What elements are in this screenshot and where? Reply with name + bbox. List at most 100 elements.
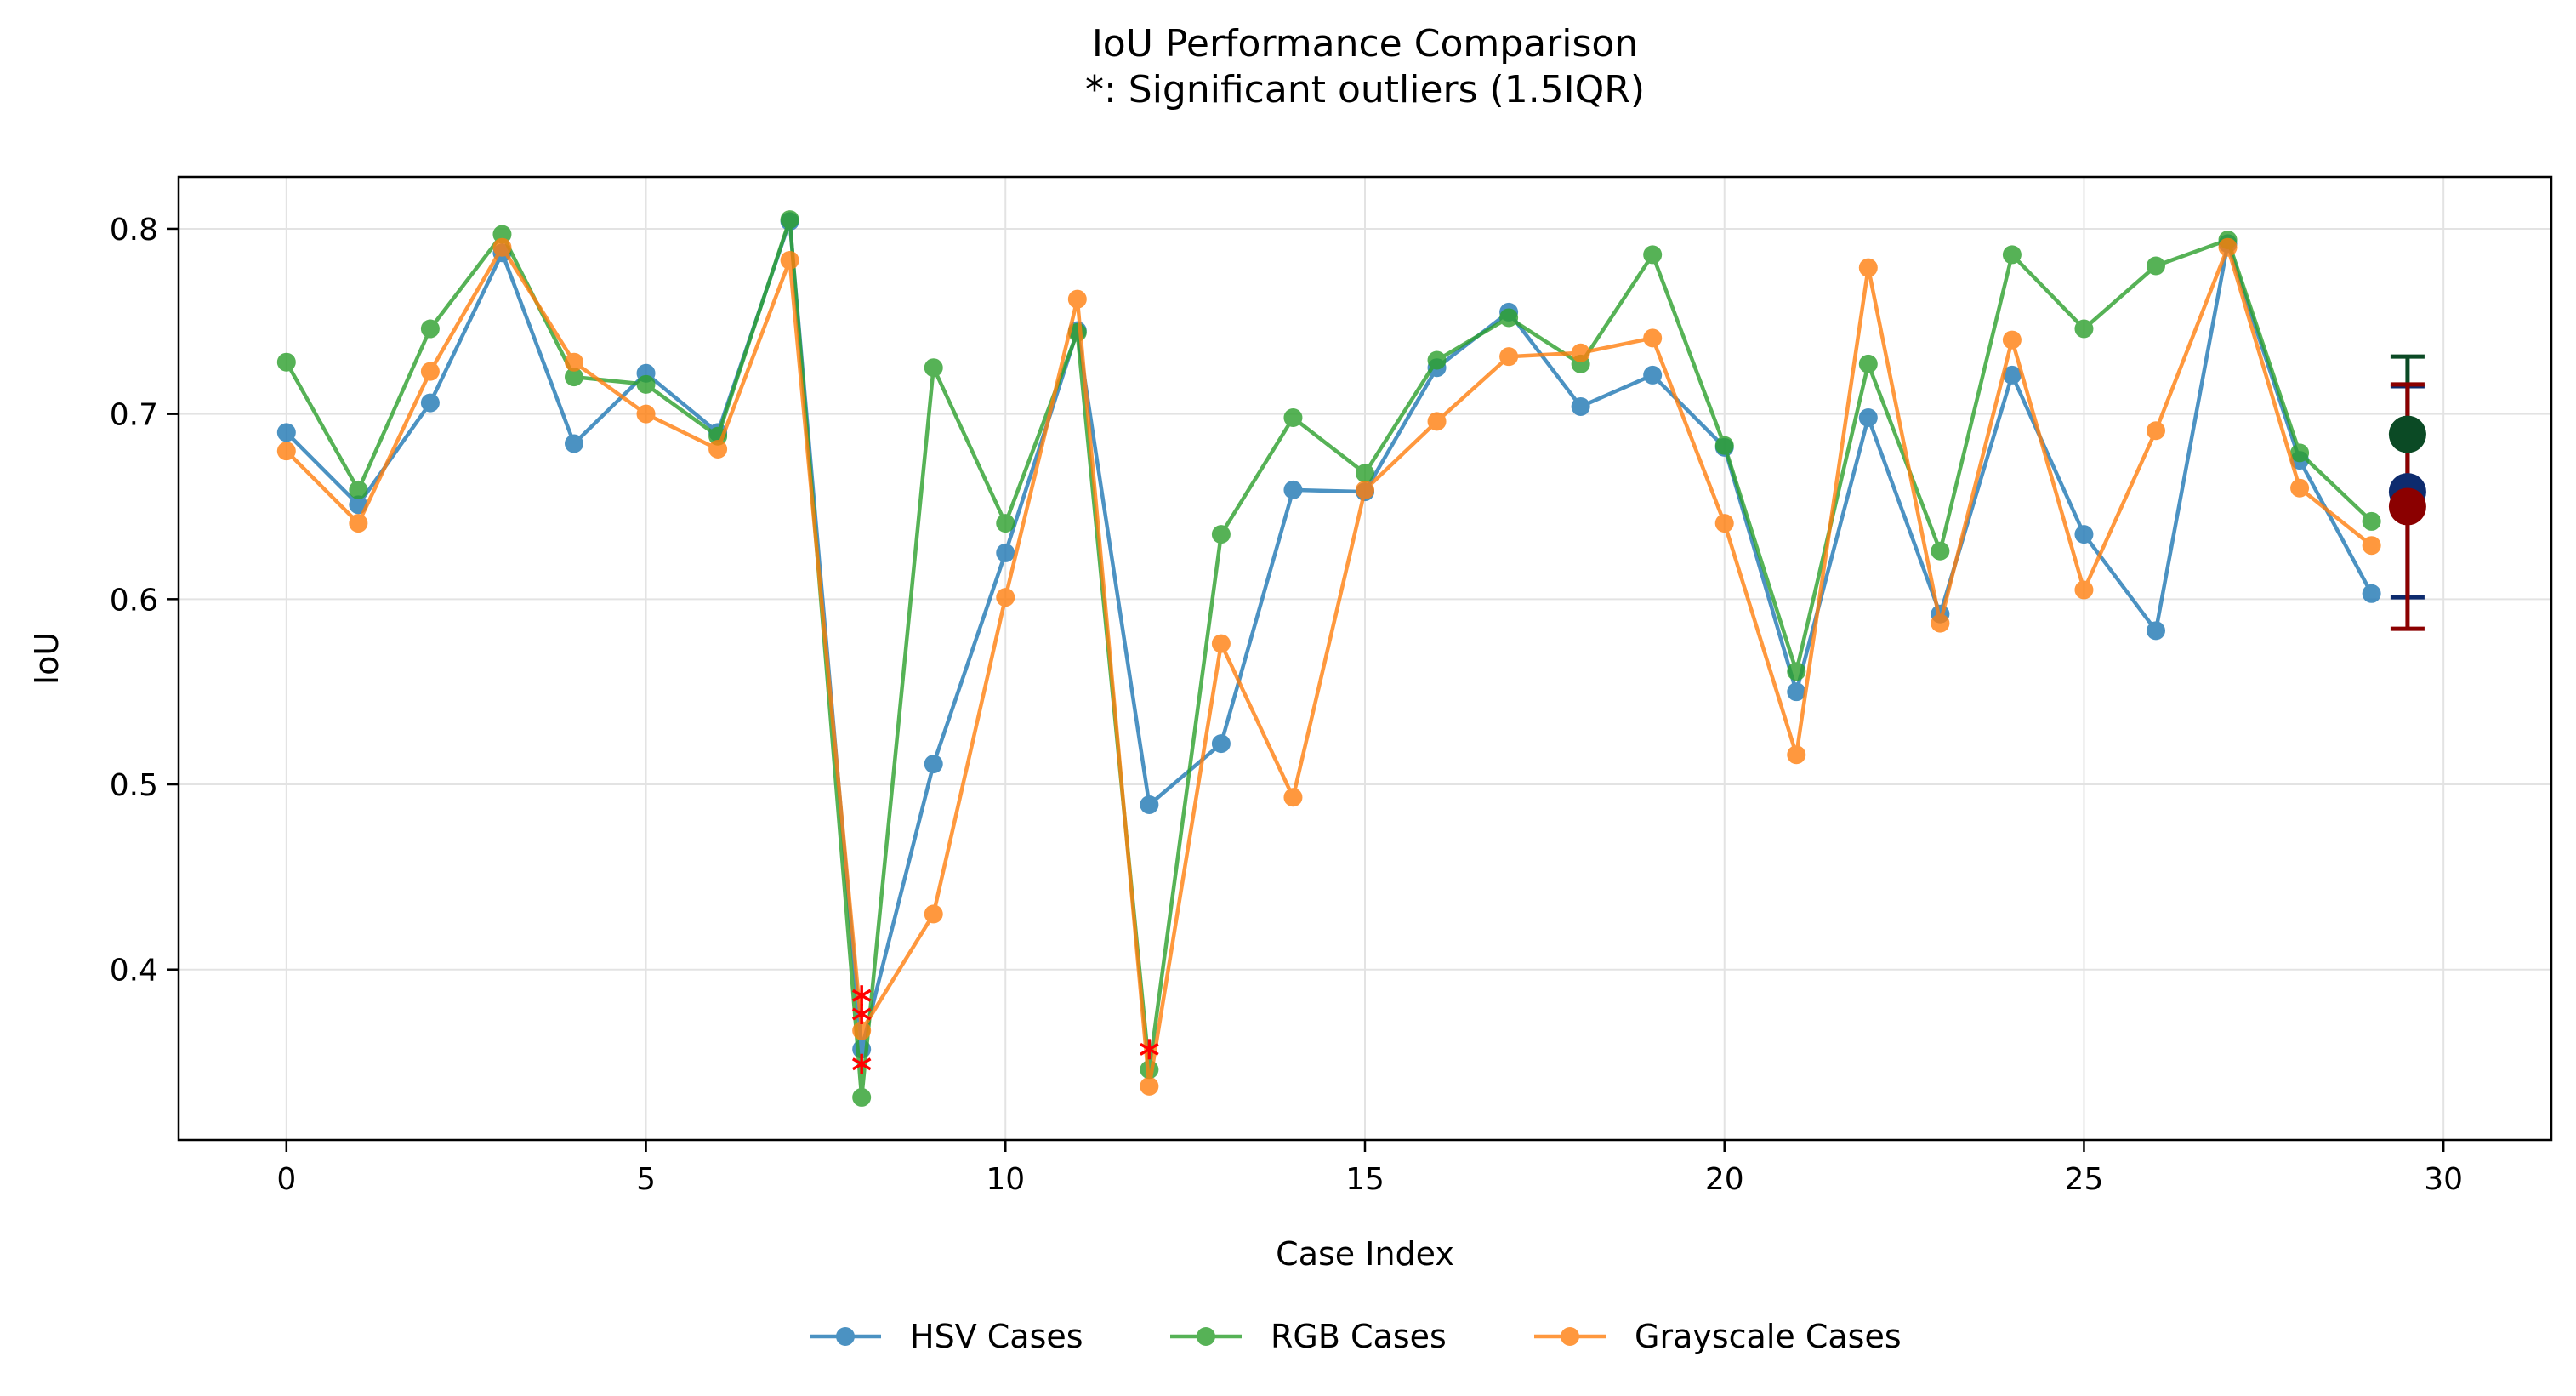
outlier-stroke [1140, 1042, 1159, 1056]
data-point [2147, 421, 2165, 441]
data-point [1858, 354, 1878, 373]
data-point [2362, 536, 2381, 556]
y-tick-label: 0.8 [110, 213, 158, 248]
outlier-star [851, 985, 872, 1006]
data-point [2290, 443, 2310, 463]
data-point [2074, 580, 2094, 600]
data-point [1211, 634, 1231, 653]
data-point [708, 440, 728, 459]
data-point [276, 442, 296, 461]
series-line [285, 219, 2374, 1051]
data-point [780, 250, 799, 270]
outlier-star [851, 1003, 872, 1024]
data-point [2002, 330, 2022, 350]
data-point [636, 374, 656, 394]
data-point [1499, 308, 1519, 328]
data-point [852, 1021, 872, 1040]
data-point [349, 514, 368, 533]
data-point [276, 352, 296, 372]
data-point [2074, 319, 2094, 339]
data-point [1714, 514, 1734, 533]
data-point [1931, 613, 1950, 633]
data-point [1787, 662, 1806, 681]
series-grayscale-cases [276, 237, 2381, 1096]
outlier-star [1140, 1039, 1159, 1060]
data-point [1714, 436, 1734, 455]
legend-marker [836, 1327, 855, 1346]
x-tick-label: 30 [2424, 1162, 2463, 1197]
y-tick-label: 0.4 [110, 954, 158, 989]
axes: 0 5 10 15 20 25 30 0.4 0.5 0.6 0.7 0.8 [110, 213, 2463, 1197]
data-point [492, 237, 512, 257]
data-point [1787, 682, 1806, 702]
series-line [284, 217, 2374, 1100]
x-tick-label: 10 [986, 1162, 1025, 1197]
data-point [1571, 396, 1590, 416]
y-tick-label: 0.6 [110, 583, 158, 618]
data-point [924, 358, 943, 378]
data-point [852, 1087, 872, 1107]
legend-marker [1197, 1327, 1215, 1346]
data-point [1283, 408, 1303, 427]
data-point [2074, 525, 2094, 544]
data-point [2147, 621, 2165, 641]
legend-entry [1534, 1327, 1606, 1346]
x-tick-label: 15 [1345, 1162, 1385, 1197]
data-point [636, 404, 656, 424]
data-point [2147, 256, 2165, 276]
data-point [1858, 408, 1878, 427]
data-point [420, 393, 440, 413]
data-point [420, 362, 440, 381]
data-point [1283, 480, 1303, 499]
data-point [1571, 343, 1590, 362]
data-point [1211, 525, 1231, 544]
data-point [996, 588, 1015, 607]
data-point [2362, 511, 2381, 531]
data-point [996, 514, 1015, 533]
data-point [492, 225, 512, 244]
outlier-stroke [851, 989, 872, 1002]
data-point [2218, 237, 2238, 257]
data-point [1931, 541, 1950, 561]
chart-subtitle: *: Significant outliers (1.5IQR) [1085, 68, 1645, 111]
data-point [276, 423, 296, 442]
data-point [565, 352, 583, 372]
legend-entry [1170, 1327, 1242, 1346]
data-point [1427, 412, 1447, 431]
y-tick-label: 0.7 [110, 398, 158, 433]
legend-marker [1561, 1327, 1579, 1346]
data-point [780, 210, 799, 230]
data-point [565, 434, 583, 453]
data-point [565, 368, 583, 387]
series-group [276, 210, 2381, 1107]
outlier-star [851, 1053, 872, 1074]
data-point [1787, 745, 1806, 765]
data-point [2362, 584, 2381, 603]
data-point [1858, 258, 1878, 277]
data-point [2290, 478, 2310, 498]
x-axis-label: Case Index [1276, 1235, 1454, 1273]
outlier-stroke [851, 1057, 872, 1071]
x-tick-label: 5 [636, 1162, 656, 1197]
data-point [1643, 328, 1663, 348]
legend-label: HSV Cases [910, 1318, 1083, 1355]
data-point [1067, 289, 1087, 309]
data-point [1140, 1076, 1159, 1096]
series-line [285, 245, 2374, 1089]
legend-entry [810, 1327, 881, 1346]
x-tick-label: 20 [1705, 1162, 1744, 1197]
series-hsv-cases [276, 212, 2381, 1059]
data-point [349, 480, 368, 499]
data-point [1499, 347, 1519, 367]
legend-label: RGB Cases [1271, 1318, 1447, 1355]
data-point [1643, 245, 1663, 265]
data-point [1283, 788, 1303, 807]
chart-title: IoU Performance Comparison [1092, 22, 1638, 66]
data-point [1140, 795, 1159, 814]
data-point [420, 319, 440, 339]
series-rgb-cases [276, 210, 2381, 1107]
data-point [1356, 464, 1374, 483]
data-point [1356, 480, 1374, 499]
